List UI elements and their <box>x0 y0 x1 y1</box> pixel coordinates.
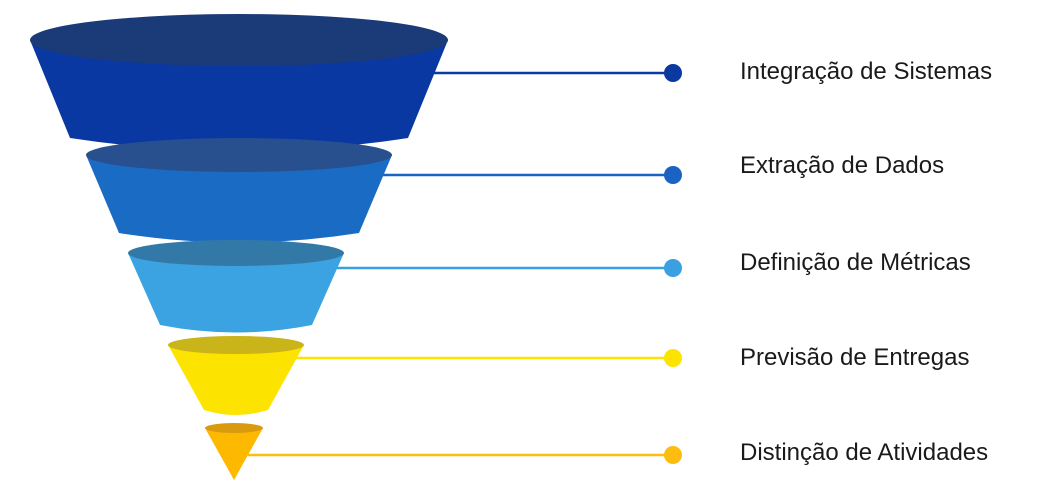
stage-label-definicao: Definição de Métricas <box>740 249 971 276</box>
connector-dot-2 <box>664 259 682 277</box>
connector-dot-1 <box>664 166 682 184</box>
stage-label-distincao: Distinção de Atividades <box>740 439 989 466</box>
connector-dot-3 <box>664 349 682 367</box>
stage-label-previsao: Previsão de Entregas <box>740 344 970 371</box>
connector-dot-4 <box>664 446 682 464</box>
funnel-stage-1-top <box>86 138 392 172</box>
funnel-stage-1-body <box>86 155 392 243</box>
funnel-stage-4-body <box>205 428 263 480</box>
funnel-stage-2-top <box>128 240 344 266</box>
funnel-stage-3-top <box>168 336 304 354</box>
connector-dot-0 <box>664 64 682 82</box>
funnel-stage-4-top <box>205 423 263 433</box>
stage-label-integracao: Integração de Sistemas <box>740 58 993 85</box>
funnel-stage-2-body <box>128 253 344 333</box>
funnel-stage-0-body <box>30 40 448 151</box>
funnel-stage-3-body <box>168 345 304 415</box>
stage-label-extracao: Extração de Dados <box>740 152 945 179</box>
funnel-stage-0-top <box>30 14 448 66</box>
